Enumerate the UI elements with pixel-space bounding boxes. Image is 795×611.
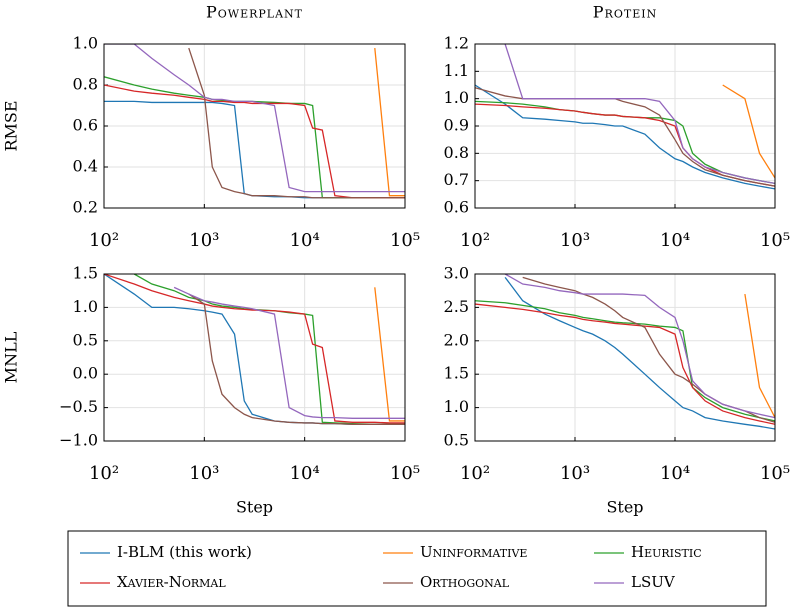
y-tick-label: 1.2 <box>444 34 469 53</box>
series-line <box>722 84 775 179</box>
y-tick-label: 0.4 <box>73 157 98 176</box>
y-tick-label: 0.8 <box>444 143 469 162</box>
y-tick-label: 0.6 <box>444 198 469 217</box>
x-tick-label: 10⁴ <box>660 230 690 251</box>
series-line <box>104 84 405 199</box>
x-tick-label: 10² <box>89 230 119 251</box>
series-line <box>374 48 405 197</box>
series-line <box>104 100 405 199</box>
y-tick-label: 1.0 <box>73 34 98 53</box>
series-line <box>104 274 405 424</box>
series-line <box>504 274 775 419</box>
y-tick-label: 0.5 <box>73 330 98 349</box>
y-tick-label: 2.5 <box>444 297 469 316</box>
series-line <box>173 286 405 419</box>
axes-frame <box>474 273 776 442</box>
series-line <box>504 276 775 430</box>
legend-label: LSUV <box>631 573 676 591</box>
y-tick-label: 0.8 <box>73 75 98 94</box>
axes-frame <box>474 43 776 209</box>
x-axis-label: Step <box>606 498 643 517</box>
series-line <box>475 100 775 185</box>
y-tick-label: 3.0 <box>444 264 469 283</box>
y-tick-label: 1.1 <box>444 61 469 80</box>
x-tick-label: 10² <box>89 463 119 484</box>
series-line <box>475 303 775 425</box>
y-tick-label: 1.0 <box>444 88 469 107</box>
subplot-title: Protein <box>593 3 657 22</box>
series-line <box>475 300 775 422</box>
y-tick-label: 0.9 <box>444 116 469 135</box>
x-axis-label: Step <box>236 498 273 517</box>
y-tick-label: −0.5 <box>59 397 98 416</box>
legend-label: I-BLM (this work) <box>117 543 252 561</box>
axes-frame <box>103 43 406 209</box>
subplot-title: Powerplant <box>206 3 303 22</box>
series-line <box>475 87 775 187</box>
x-tick-label: 10⁵ <box>760 463 790 484</box>
series-line <box>104 76 405 199</box>
legend-label: Orthogonal <box>420 573 510 591</box>
plot-area <box>104 274 405 425</box>
y-tick-label: 0.7 <box>444 170 469 189</box>
plot-area <box>475 274 775 430</box>
series-line <box>188 47 405 199</box>
plot-area <box>104 44 405 199</box>
x-tick-label: 10³ <box>189 463 219 484</box>
x-tick-label: 10⁴ <box>660 463 690 484</box>
series-line <box>374 287 405 422</box>
series-line <box>504 44 775 185</box>
x-tick-label: 10³ <box>560 463 590 484</box>
series-line <box>188 293 405 425</box>
series-line <box>475 84 775 190</box>
y-tick-label: −1.0 <box>59 431 98 450</box>
series-line <box>133 274 405 425</box>
x-tick-label: 10⁵ <box>760 230 790 251</box>
series-line <box>475 103 775 187</box>
series-line <box>104 44 405 193</box>
x-tick-label: 10⁴ <box>290 463 320 484</box>
plot-area <box>475 44 775 190</box>
y-tick-label: 0.2 <box>73 198 98 217</box>
x-tick-label: 10² <box>460 463 490 484</box>
y-axis-label: MNLL <box>2 331 21 383</box>
x-tick-label: 10² <box>460 230 490 251</box>
axes-frame <box>103 273 406 442</box>
x-tick-label: 10³ <box>560 230 590 251</box>
series-line <box>744 293 775 418</box>
y-tick-label: 1.0 <box>73 297 98 316</box>
y-tick-label: 1.5 <box>73 264 98 283</box>
y-tick-label: 0.6 <box>73 116 98 135</box>
y-axis-label: RMSE <box>2 100 21 151</box>
legend-label: Xavier-Normal <box>117 573 226 591</box>
x-tick-label: 10³ <box>189 230 219 251</box>
legend-box <box>67 530 767 607</box>
y-tick-label: 0.5 <box>444 431 469 450</box>
legend-label: Heuristic <box>631 543 702 561</box>
y-tick-label: 0.0 <box>73 364 98 383</box>
y-tick-label: 1.0 <box>444 397 469 416</box>
x-tick-label: 10⁴ <box>290 230 320 251</box>
x-tick-label: 10⁵ <box>390 463 420 484</box>
y-tick-label: 1.5 <box>444 364 469 383</box>
y-tick-label: 2.0 <box>444 330 469 349</box>
legend-label: Uninformative <box>420 543 527 561</box>
x-tick-label: 10⁵ <box>390 230 420 251</box>
series-line <box>104 274 405 425</box>
